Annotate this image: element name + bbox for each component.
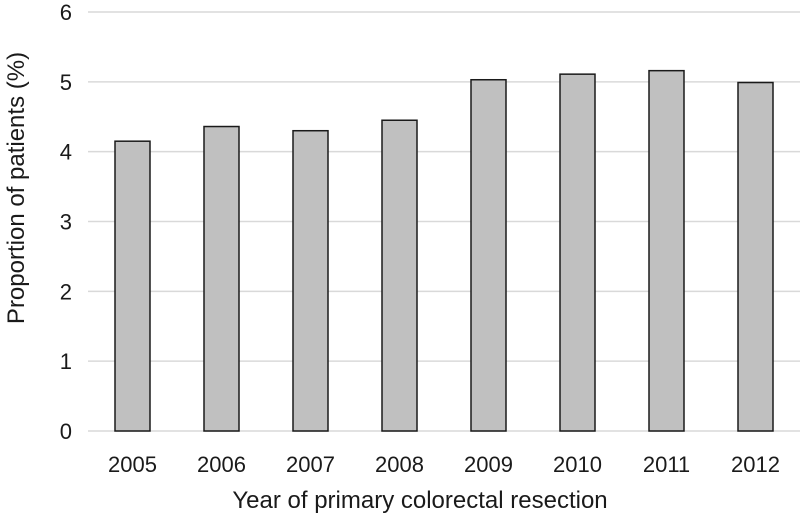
bar-2009 [470,78,507,432]
y-tick-label: 5 [60,70,72,95]
y-axis-title: Proportion of patients (%) [3,52,30,324]
bar-2007 [292,129,329,432]
x-tick-label: 2010 [553,452,602,477]
y-tick-label: 3 [60,210,72,235]
bar-2012 [737,81,774,432]
y-tick-label: 4 [60,140,72,165]
bar-2011 [648,69,685,432]
y-tick-label: 6 [60,0,72,25]
bar-2008 [381,119,418,432]
gridlines [88,11,800,432]
x-axis-title: Year of primary colorectal resection [232,487,607,514]
y-tick-labels: 0 1 2 3 4 5 6 [60,0,72,444]
x-tick-label: 2007 [286,452,335,477]
x-tick-label: 2008 [375,452,424,477]
x-tick-label: 2011 [643,452,690,477]
x-tick-label: 2012 [731,452,780,477]
y-tick-label: 1 [60,349,72,374]
bar-2005 [114,140,151,432]
bar-2006 [203,125,240,432]
x-tick-label: 2005 [108,452,157,477]
x-tick-label: 2009 [464,452,513,477]
y-tick-label: 0 [60,419,72,444]
bar-2010 [559,73,596,432]
y-tick-label: 2 [60,279,72,304]
x-tick-label: 2006 [197,452,246,477]
x-tick-labels: 2005 2006 2007 2008 2009 2010 2011 2012 [108,452,780,477]
bars [114,69,774,432]
